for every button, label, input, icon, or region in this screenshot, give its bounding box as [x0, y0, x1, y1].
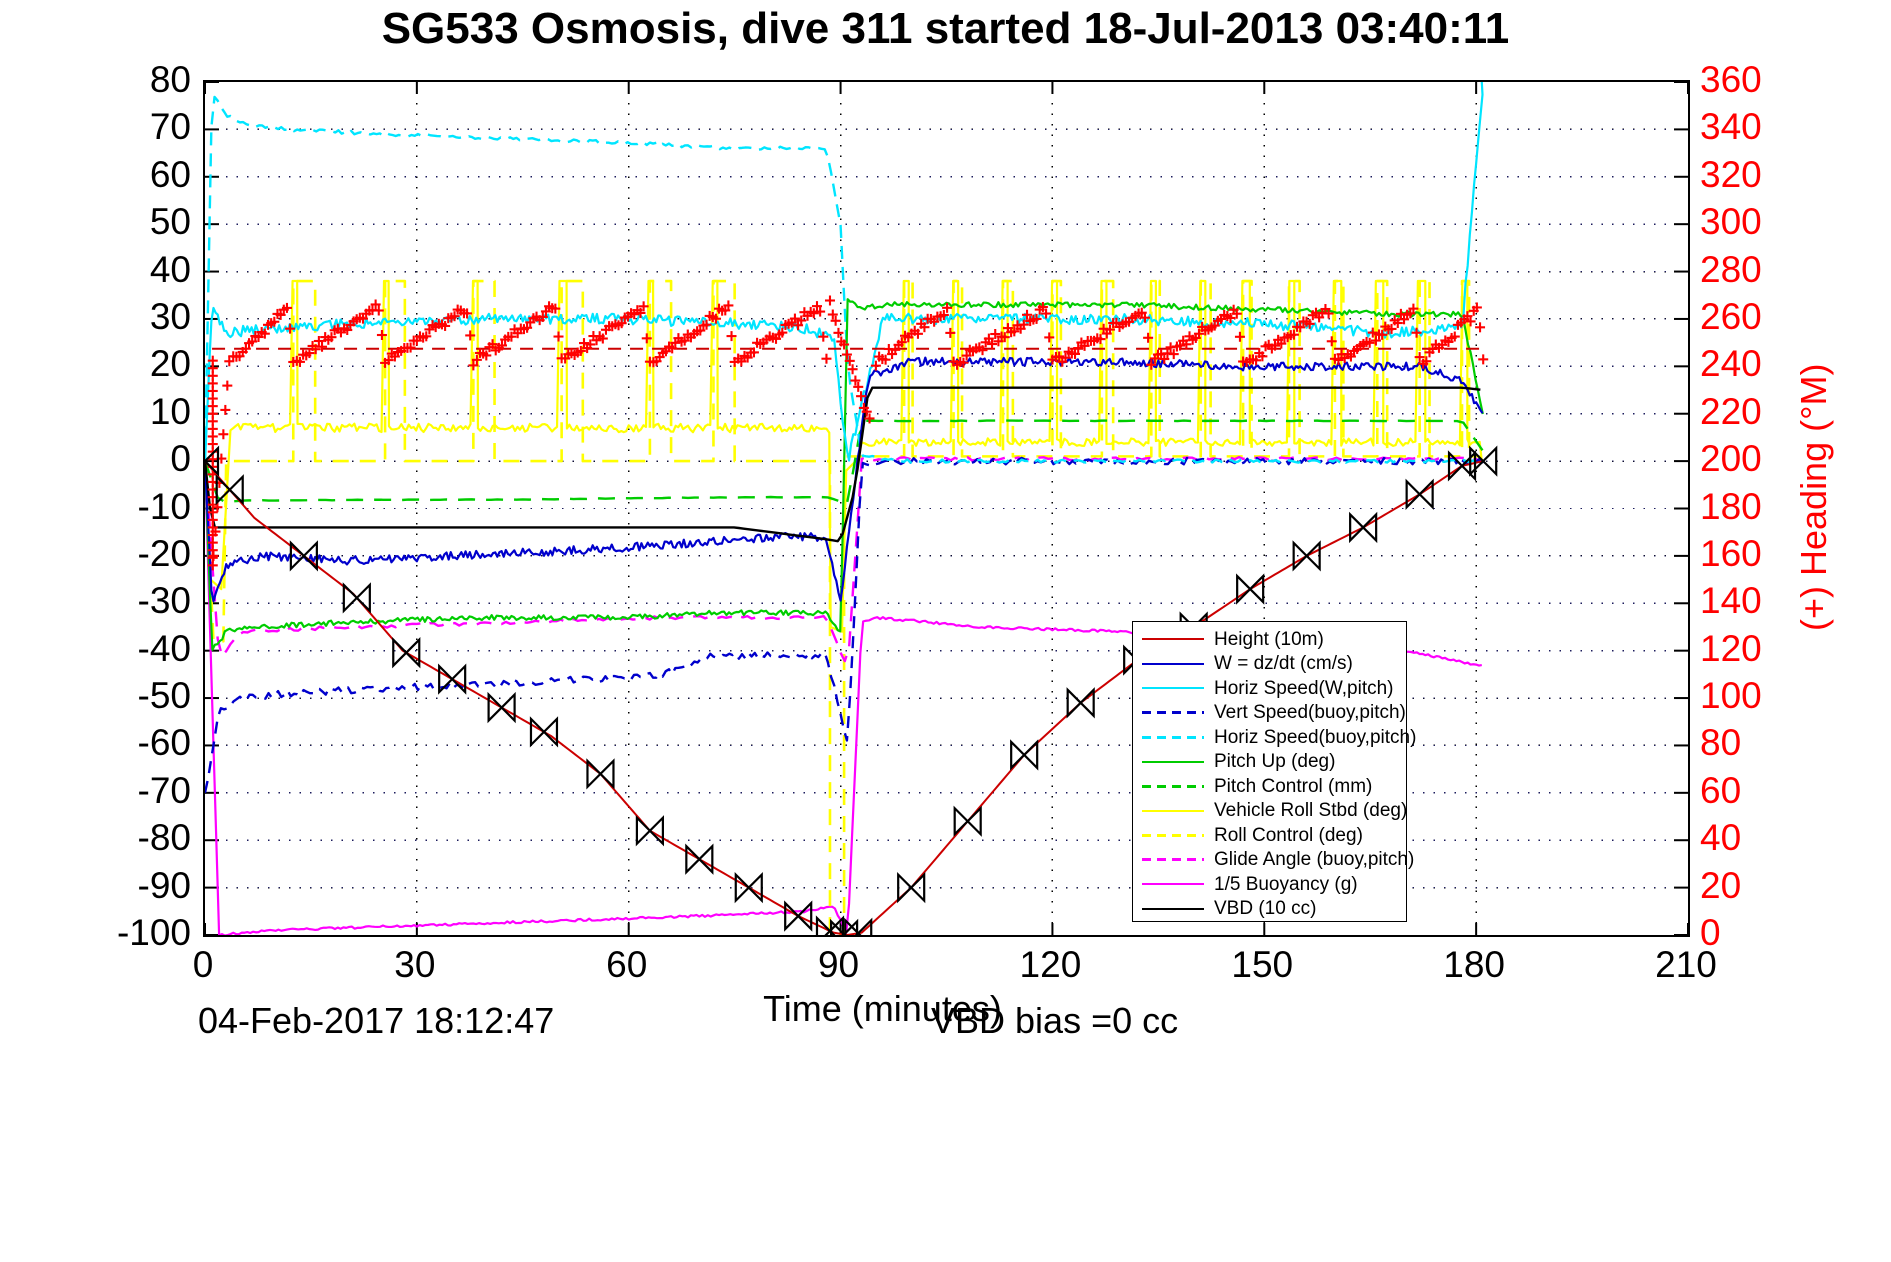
y-tick-right: 0: [1700, 912, 1721, 953]
y-tick-left: -10: [137, 485, 191, 527]
legend-item[interactable]: Height (10m): [1133, 627, 1406, 652]
legend-label: VBD (10 cc): [1214, 898, 1317, 920]
legend-item[interactable]: W = dz/dt (cm/s): [1133, 652, 1406, 677]
legend-swatch-dashed-line-icon: [1142, 833, 1204, 837]
x-tick: 0: [192, 944, 214, 985]
legend-label: Vehicle Roll Stbd (deg): [1214, 800, 1408, 822]
legend-item[interactable]: Pitch Up (deg): [1133, 750, 1406, 775]
y-tick-right: 40: [1700, 817, 1742, 859]
page-title: SG533 Osmosis, dive 311 started 18-Jul-2…: [381, 4, 1510, 53]
legend-item[interactable]: 1/5 Buoyancy (g): [1133, 872, 1406, 897]
legend-label: W = dz/dt (cm/s): [1214, 653, 1353, 675]
y-tick-left: 20: [149, 343, 191, 385]
legend-swatch-solid-line-icon: [1142, 809, 1204, 812]
vbd-bias-annotation: VBD bias =0 cc: [931, 1000, 1179, 1041]
x-tick: 120: [1019, 944, 1082, 985]
x-tick: 150: [1231, 944, 1294, 985]
gridlines: [205, 82, 1688, 935]
y-tick-left: 10: [149, 390, 191, 432]
plot-canvas: [205, 82, 1688, 935]
render-timestamp: 04-Feb-2017 18:12:47: [198, 1000, 555, 1041]
legend-item[interactable]: Pitch Control (mm): [1133, 774, 1406, 799]
y-tick-right: 360: [1700, 59, 1762, 100]
y-tick-left: -30: [137, 580, 191, 622]
y-tick-right: 320: [1700, 153, 1762, 195]
legend-label: Pitch Control (mm): [1214, 775, 1373, 797]
legend-label: 1/5 Buoyancy (g): [1214, 873, 1358, 895]
legend-item[interactable]: Horiz Speed(buoy,pitch): [1133, 725, 1416, 750]
legend-swatch-solid-line-icon: [1142, 907, 1204, 910]
x-axis-label: Time (minutes): [0, 988, 1891, 1030]
y-tick-right: 180: [1700, 485, 1762, 527]
legend-item[interactable]: Vert Speed(buoy,pitch): [1133, 701, 1406, 726]
y-axis-right-label: (+) Heading (°M): [1793, 363, 1834, 631]
y-tick-right: 240: [1700, 343, 1762, 385]
y-tick-left: 80: [149, 59, 191, 100]
y-tick-left: -90: [137, 864, 191, 906]
y-tick-left: 0: [170, 438, 191, 480]
legend-swatch-solid-line-icon: [1142, 687, 1204, 690]
legend-label: Horiz Speed(buoy,pitch): [1214, 726, 1417, 748]
y-tick-left: -40: [137, 627, 191, 669]
y-tick-right: 140: [1700, 580, 1762, 622]
legend-swatch-dashed-line-icon: [1142, 735, 1204, 739]
legend-swatch-solid-line-icon: [1142, 638, 1204, 641]
y-tick-right: 160: [1700, 532, 1762, 574]
legend-item[interactable]: Glide Angle (buoy,pitch): [1133, 848, 1414, 873]
legend-label: Roll Control (deg): [1214, 824, 1363, 846]
legend-label: Glide Angle (buoy,pitch): [1214, 849, 1415, 871]
legend-label: Pitch Up (deg): [1214, 751, 1336, 773]
y-tick-left: 60: [149, 153, 191, 195]
x-tick: 30: [394, 944, 436, 985]
legend-swatch-dashed-line-icon: [1142, 858, 1204, 862]
legend-item[interactable]: Horiz Speed(W,pitch): [1133, 676, 1406, 701]
legend-swatch-solid-line-icon: [1142, 760, 1204, 763]
y-tick-left: -50: [137, 675, 191, 717]
y-tick-right: 220: [1700, 390, 1762, 432]
legend-item[interactable]: VBD (10 cc): [1133, 897, 1406, 922]
plot-area: [203, 80, 1690, 937]
y-tick-left: -20: [137, 532, 191, 574]
x-tick: 180: [1443, 944, 1505, 985]
y-tick-left: -70: [137, 769, 191, 811]
y-tick-left: -60: [137, 722, 191, 764]
y-tick-left: 50: [149, 201, 191, 243]
legend-swatch-dashed-line-icon: [1142, 784, 1204, 788]
y-tick-right: 60: [1700, 769, 1742, 811]
y-tick-right: 80: [1700, 722, 1742, 764]
y-tick-left: 30: [149, 295, 191, 337]
y-tick-right: 100: [1700, 675, 1762, 717]
y-tick-right: 340: [1700, 106, 1762, 148]
y-tick-left: 40: [149, 248, 191, 290]
x-tick: 90: [817, 944, 860, 985]
y-tick-left: -80: [137, 817, 191, 859]
y-tick-right: 280: [1700, 248, 1762, 290]
legend-item[interactable]: Vehicle Roll Stbd (deg): [1133, 799, 1408, 824]
y-tick-right: 20: [1700, 864, 1742, 906]
y-tick-right: 200: [1700, 438, 1762, 480]
legend-label: Height (10m): [1214, 628, 1324, 650]
y-tick-right: 260: [1700, 295, 1762, 337]
x-axis-label-text: Time (minutes): [763, 988, 1002, 1029]
y-tick-left: 70: [149, 106, 191, 148]
y-tick-right: 120: [1700, 627, 1762, 669]
legend-swatch-solid-line-icon: [1142, 883, 1204, 886]
legend-item[interactable]: Roll Control (deg): [1133, 823, 1406, 848]
markers-layer: [205, 295, 1498, 935]
legend-swatch-solid-line-icon: [1142, 662, 1204, 665]
legend: Height (10m) W = dz/dt (cm/s) Horiz Speed(…: [1132, 621, 1416, 922]
legend-label: Vert Speed(buoy,pitch): [1214, 702, 1406, 724]
x-tick: 210: [1655, 944, 1717, 985]
y-tick-right: 300: [1700, 201, 1762, 243]
y-tick-left: -100: [116, 912, 191, 953]
legend-label: Horiz Speed(W,pitch): [1214, 677, 1394, 699]
x-tick: 60: [606, 944, 648, 985]
legend-swatch-dashed-line-icon: [1142, 711, 1204, 715]
